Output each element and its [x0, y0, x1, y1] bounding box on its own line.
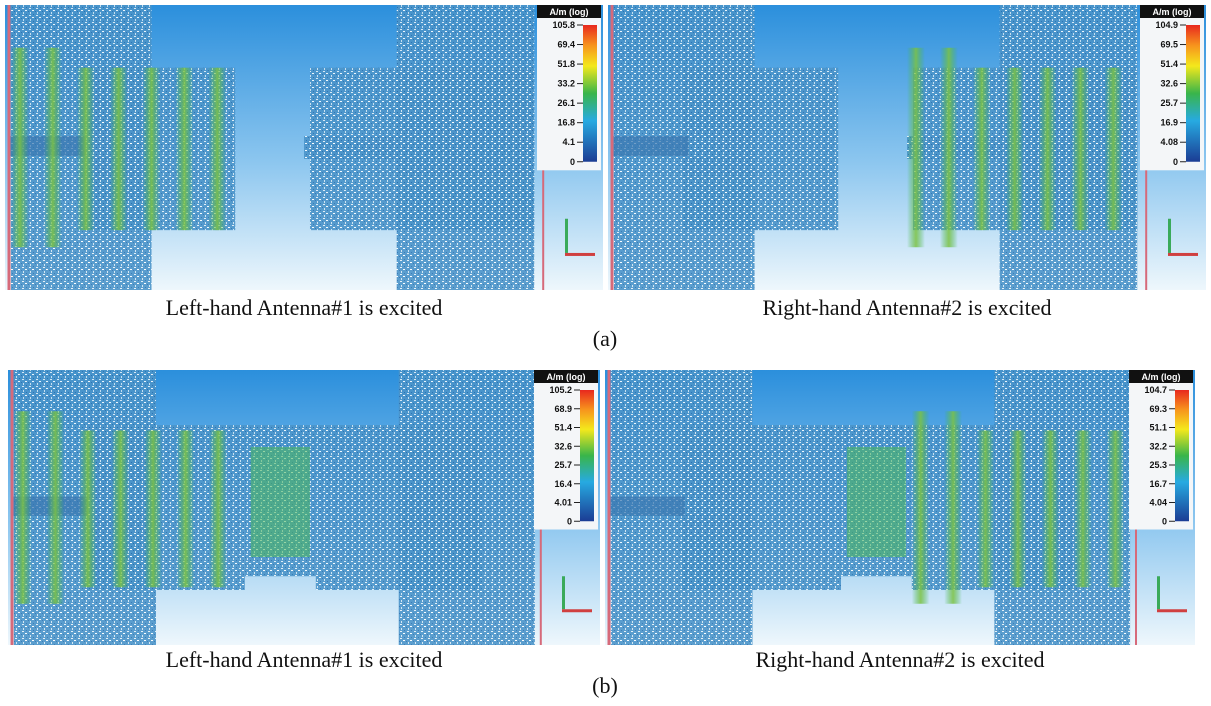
colorbar-tick-label: 105.2 [549, 385, 572, 395]
current-stripe [1106, 430, 1125, 588]
colorbar-tick-label: 16.4 [554, 479, 572, 489]
feed-line [607, 496, 685, 516]
colorbar-tick-label: 16.9 [1160, 118, 1178, 128]
figure-label: (b) [592, 673, 618, 698]
colorbar-tick-label: 0 [570, 157, 575, 167]
current-stripe [144, 430, 162, 588]
current-stripe [911, 411, 930, 604]
current-stripe [142, 67, 161, 231]
current-stripe [46, 411, 65, 604]
substrate [681, 425, 841, 590]
center-hot [250, 447, 310, 557]
center-hot [846, 447, 906, 557]
colorbar-tick-label: 0 [1162, 516, 1167, 526]
substrate [682, 67, 839, 231]
panel-caption: Right-hand Antenna#2 is excited [763, 295, 1052, 320]
current-stripe [175, 67, 194, 231]
axis-triad [562, 576, 565, 610]
axis-triad [1157, 609, 1187, 613]
panel-caption: Right-hand Antenna#2 is excited [756, 647, 1045, 672]
colorbar-header [1140, 5, 1204, 18]
current-stripe [13, 411, 32, 604]
colorbar-unit: A/m (log) [550, 7, 589, 17]
colorbar-tick-label: 69.4 [557, 40, 575, 50]
colorbar-tick-label: 25.7 [554, 460, 572, 470]
colorbar-tick-label: 16.7 [1149, 479, 1167, 489]
panel-caption: Left-hand Antenna#1 is excited [166, 647, 443, 672]
colorbar-tick-label: 68.9 [554, 404, 572, 414]
colorbar-tick-label: 32.6 [1160, 79, 1178, 89]
colorbar-tick-label: 0 [1173, 157, 1178, 167]
current-stripe [976, 430, 995, 588]
current-stripe [76, 67, 95, 231]
colorbar-unit: A/m (log) [1142, 372, 1181, 382]
figure-label: (a) [593, 326, 617, 351]
current-stripe [109, 67, 128, 231]
simulation-panel: A/m (log) 104.9 69.5 51.4 32.6 25.7 16.9 4.08 0 [608, 5, 1206, 290]
colorbar-tick-label: 104.9 [1155, 20, 1178, 30]
current-stripe [1074, 430, 1092, 588]
colorbar-tick-label: 69.3 [1149, 404, 1167, 414]
current-stripe [209, 430, 228, 588]
colorbar-tick-label: 4.04 [1149, 498, 1167, 508]
colorbar-tick-label: 33.2 [557, 79, 575, 89]
current-stripe [10, 47, 29, 248]
current-stripe [944, 411, 962, 604]
axis-triad [565, 218, 568, 253]
axis-triad [565, 252, 595, 256]
colorbar-tick-label: 51.8 [557, 59, 575, 69]
substrate [398, 370, 535, 645]
current-stripe [972, 67, 991, 231]
panel-caption: Left-hand Antenna#1 is excited [166, 295, 443, 320]
current-stripe [1005, 67, 1024, 231]
axis-triad [1168, 218, 1171, 253]
colorbar-tick-label: 25.3 [1149, 460, 1167, 470]
current-stripe [1038, 67, 1057, 231]
current-stripe [111, 430, 130, 588]
current-stripe [1071, 67, 1090, 231]
simulation-panel: A/m (log) 105.2 68.9 51.4 32.6 25.7 16.4 4.01 0 [8, 370, 600, 645]
current-stripe [208, 67, 227, 231]
colorbar-header [537, 5, 601, 18]
colorbar-tick-label: 4.1 [562, 137, 575, 147]
colorbar-header [534, 370, 598, 383]
colorbar-tick-label: 25.7 [1160, 98, 1178, 108]
colorbar-tick-label: 104.7 [1144, 385, 1167, 395]
colorbar-scale [1186, 25, 1200, 162]
current-stripe [1009, 430, 1027, 588]
colorbar-tick-label: 105.8 [552, 20, 575, 30]
colorbar-unit: A/m (log) [1153, 7, 1192, 17]
simulation-panel: A/m (log) 105.8 69.4 51.8 33.2 26.1 16.8 4.1 0 [5, 5, 603, 290]
colorbar-tick-label: 51.1 [1149, 423, 1167, 433]
current-stripe [907, 47, 925, 248]
colorbar-tick-label: 4.08 [1160, 137, 1178, 147]
colorbar-scale [583, 25, 597, 162]
substrate [304, 136, 535, 159]
colorbar-tick-label: 16.8 [557, 118, 575, 128]
colorbar-tick-label: 51.4 [1160, 59, 1178, 69]
colorbar-tick-label: 51.4 [554, 423, 572, 433]
colorbar-unit: A/m (log) [547, 372, 586, 382]
current-stripe [1104, 67, 1123, 231]
colorbar-tick-label: 26.1 [557, 98, 575, 108]
colorbar-tick-label: 69.5 [1160, 40, 1178, 50]
colorbar-scale [580, 390, 594, 522]
colorbar-tick-label: 4.01 [554, 498, 572, 508]
colorbar-header [1129, 370, 1193, 383]
colorbar-tick-label: 32.2 [1149, 441, 1167, 451]
current-stripe [939, 47, 958, 248]
colorbar-tick-label: 0 [567, 516, 572, 526]
current-stripe [43, 47, 62, 248]
axis-triad [562, 609, 592, 613]
current-stripe [1041, 430, 1060, 588]
current-stripe [176, 430, 195, 588]
colorbar-tick-label: 32.6 [554, 441, 572, 451]
axis-triad [1168, 252, 1198, 256]
current-stripe [79, 430, 97, 588]
colorbar-scale [1175, 390, 1189, 522]
axis-triad [1157, 576, 1160, 610]
simulation-panel: A/m (log) 104.7 69.3 51.1 32.2 25.3 16.7 4.04 0 [605, 370, 1195, 645]
feed-line [610, 136, 689, 157]
